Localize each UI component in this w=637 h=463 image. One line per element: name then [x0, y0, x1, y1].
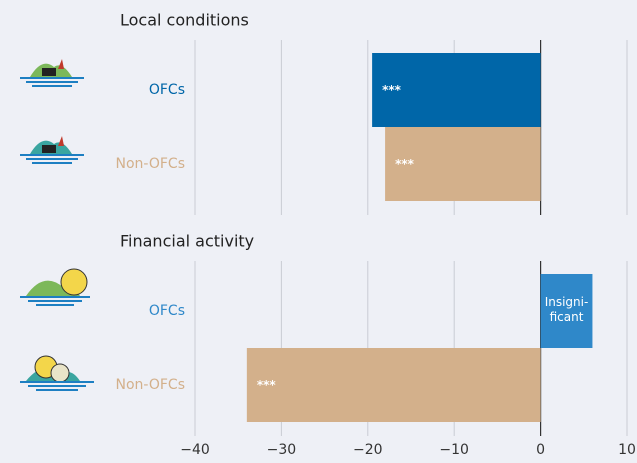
category-label: Non-OFCs	[116, 156, 186, 172]
island-icon	[20, 268, 90, 306]
x-tick-label: −20	[353, 442, 383, 458]
island-icon	[20, 355, 94, 391]
bar-annotation: ***	[256, 378, 276, 392]
island-icon	[20, 136, 84, 164]
panel-title: Financial activity	[120, 232, 254, 251]
bar-annotation: Insigni-ficant	[544, 295, 589, 324]
x-tick-label: 10	[618, 442, 636, 458]
bar	[540, 274, 593, 348]
x-tick-label: −10	[439, 442, 469, 458]
panel-title: Local conditions	[120, 11, 249, 30]
category-label: OFCs	[149, 303, 185, 319]
bar	[372, 53, 541, 127]
island-icon	[20, 59, 84, 87]
bar-annotation: ***	[382, 83, 401, 97]
category-label: Non-OFCs	[116, 377, 186, 393]
icons	[20, 59, 94, 391]
bar	[385, 127, 541, 201]
bar	[246, 348, 541, 422]
x-tick-label: −40	[180, 442, 210, 458]
category-label: OFCs	[149, 82, 185, 98]
x-tick-label: 0	[536, 442, 545, 458]
bar-annotation: ***	[395, 157, 414, 171]
x-tick-label: −30	[267, 442, 297, 458]
